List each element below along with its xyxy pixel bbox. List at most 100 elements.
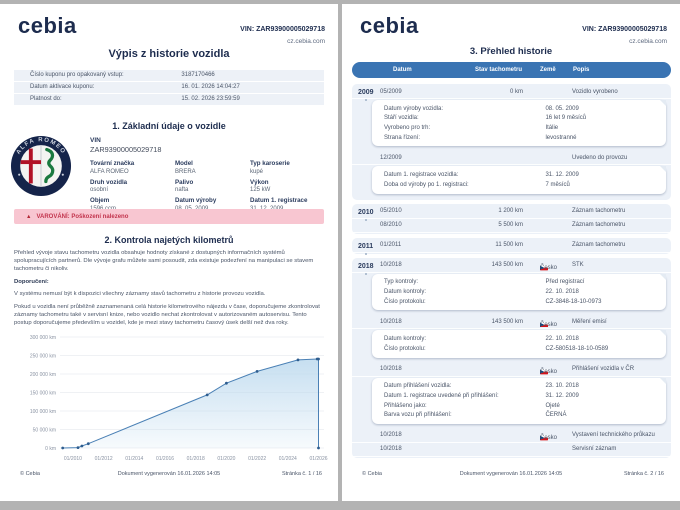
detail-row: Datum výroby vozidla: 08. 05. 2009 [372, 104, 666, 114]
detail-label: Datum 1. registrace vozidla: [384, 172, 459, 179]
report-page-1: cebia VIN: ZAR93900005029718 cz.cebia.co… [0, 4, 338, 501]
detail-card: Typ kontroly: Před registrací Datum kontro… [372, 273, 666, 311]
detail-value: 31. 12. 2009 [545, 172, 579, 179]
svg-text:01/2020: 01/2020 [217, 456, 235, 462]
detail-card: Datum kontroly: 22. 10. 2018 Číslo protoko… [372, 330, 666, 358]
country-name: Česko [540, 369, 558, 376]
history-date: 10/2018 [380, 318, 402, 325]
vehicle-field-value: BRERA [175, 168, 196, 175]
history-row: 05/2009 0 km Vozidlo vyrobeno [352, 85, 671, 99]
detail-value: ČERNÁ [545, 412, 567, 419]
detail-label: Typ kontroly: [384, 279, 419, 286]
detail-label: Datum 1. registrace uvedené při přihláše… [384, 392, 499, 399]
footer-page-number: Stránka č. 1 / 16 [281, 471, 322, 477]
czech-flag-icon [540, 435, 548, 441]
coupon-row: Platnost do: 15. 02. 2026 23:59:59 [14, 94, 324, 105]
footer-generated: Dokument vygenerován 16.01.2026 14:05 [117, 471, 221, 477]
vehicle-field: Model BRERA [175, 160, 250, 175]
page1-footer: © Cebia Dokument vygenerován 16.01.2026 … [0, 471, 338, 483]
history-description: Záznam tachometru [572, 208, 626, 215]
year-label: 2011 [358, 243, 373, 255]
year-label: 2009 [358, 89, 374, 101]
mileage-paragraph: Doporučení: [14, 278, 49, 285]
mileage-paragraph: Pokud u vozidla není průběžně zaznamenan… [14, 304, 320, 326]
detail-row: Barva vozu při přihlášení: ČERNÁ [372, 410, 666, 420]
header-right: VIN: ZAR93900005029718 cz.cebia.com [240, 16, 325, 46]
history-row: 05/2010 1 200 km Záznam tachometru [352, 205, 671, 219]
footer-copyright: © Cebia [20, 471, 40, 477]
vin-field-value: ZAR93900005029718 [90, 145, 162, 154]
svg-text:01/2010: 01/2010 [64, 456, 82, 462]
detail-label: Přihlášeno jako: [384, 402, 427, 409]
odometer-value: 143 500 km [491, 262, 523, 269]
vehicle-field-label: Druh vozidla [90, 178, 128, 186]
warning-text: VAROVÁNÍ: Poškození nalezeno [36, 213, 129, 220]
column-header-odometer: Stav tachometru [475, 67, 523, 73]
history-date: 10/2018 [380, 262, 402, 269]
detail-row: Číslo protokolu: CZ-580518-18-10-0589 [372, 344, 666, 354]
history-description: Přihlášení vozidla v ČR [572, 366, 635, 373]
svg-text:01/2018: 01/2018 [187, 456, 205, 462]
header-vin: VIN: ZAR93900005029718 [582, 26, 667, 33]
footer-generated: Dokument vygenerován 16.01.2026 14:05 [459, 471, 563, 477]
country-name: Česko [540, 435, 558, 442]
vehicle-field-value: kupé [250, 168, 264, 175]
vehicle-field-label: Objem [90, 197, 110, 204]
detail-value: levostranné [545, 134, 577, 141]
mileage-chart: 0 km 50 000 km 100 000 km 150 000 km 200 000… [30, 335, 328, 462]
detail-label: Datum kontroly: [384, 288, 427, 295]
history-description: Měření emisí [572, 318, 607, 325]
column-header-datum: Datum [393, 67, 412, 73]
history-row: 08/2010 5 500 km Záznam tachometru [352, 219, 671, 233]
history-row: 10/2018 Česko Přihlášení vozidla v ČR [352, 363, 671, 377]
history-timeline: 2009 05/2009 0 km Vozidlo vyrobeno Datum výr… [352, 84, 671, 462]
page-title: Výpis z historie vozidla [108, 48, 230, 60]
detail-value: 22. 10. 2018 [545, 288, 579, 295]
country-name: Česko [540, 265, 558, 272]
page2-footer: © Cebia Dokument vygenerován 16.01.2026 … [342, 471, 680, 483]
vehicle-field-label: Výkon [250, 178, 269, 186]
footer-page-number: Stránka č. 2 / 16 [623, 471, 664, 477]
vehicle-field: Datum výroby 08. 05. 2009 [175, 197, 250, 212]
detail-row: Vyrobeno pro trh: Itálie [372, 123, 666, 133]
svg-text:01/2024: 01/2024 [279, 456, 297, 462]
vehicle-field-label: Tovární značka [90, 160, 135, 167]
coupon-row-value: 15. 02. 2026 23:59:59 [181, 96, 240, 103]
detail-row: Přihlášeno jako: Ojeté [372, 401, 666, 411]
cebia-site-link[interactable]: cz.cebia.com [287, 37, 325, 45]
section3-title: 3. Přehled historie [469, 46, 553, 57]
svg-text:01/2022: 01/2022 [248, 456, 266, 462]
odometer-value: 11 500 km [495, 242, 523, 249]
history-year-group: 2010 05/2010 1 200 km Záznam tachometru 08/2… [352, 203, 671, 234]
section1-title: 1. Základní údaje o vozidle [112, 121, 226, 131]
detail-card: Datum 1. registrace vozidla: 31. 12. 2009… [372, 166, 666, 194]
history-description: STK [572, 262, 584, 269]
vehicle-field-label: Datum 1. registrace [250, 197, 308, 204]
detail-row: Datum přihlášení vozidla: 23. 10. 2018 [372, 382, 666, 392]
odometer-value: 143 500 km [491, 318, 523, 325]
vehicle-fields-grid: Tovární značka ALFA ROMEO Model BRERA Typ ka… [90, 160, 307, 212]
history-date: 05/2010 [380, 208, 402, 215]
vehicle-field: Datum 1. registrace 31. 12. 2009 [250, 197, 307, 212]
detail-card: Datum výroby vozidla: 08. 05. 2009 Stáří v… [372, 100, 666, 147]
history-row: 12/2009 Uvedeno do provozu [352, 151, 671, 166]
vehicle-field-value: 125 kW [250, 187, 271, 193]
detail-row: Datum 1. registrace vozidla: 31. 12. 2009 [372, 170, 666, 180]
milan-cross-icon [20, 148, 41, 184]
cebia-site-link[interactable]: cz.cebia.com [629, 37, 667, 45]
detail-value: 31. 12. 2009 [545, 392, 579, 399]
history-date: 10/2018 [380, 366, 402, 373]
detail-label: Doba od výroby po 1. registraci: [384, 181, 469, 188]
history-description: Servisní záznam [572, 446, 617, 453]
svg-text:300 000 km: 300 000 km [30, 335, 56, 341]
vehicle-field-label: Model [175, 160, 193, 167]
detail-value: CZ-580518-18-10-0589 [545, 345, 609, 352]
coupon-row-value: 16. 01. 2026 14:04:27 [181, 84, 240, 91]
vehicle-field: Tovární značka ALFA ROMEO [90, 160, 175, 175]
history-description: Záznam tachometru [572, 242, 626, 249]
history-date: 10/2018 [380, 446, 402, 453]
svg-text:200 000 km: 200 000 km [30, 372, 56, 378]
history-date: 05/2009 [380, 88, 402, 95]
history-year-group: 2009 05/2009 0 km Vozidlo vyrobeno Datum výr… [352, 84, 671, 200]
czech-flag-icon [540, 265, 548, 271]
